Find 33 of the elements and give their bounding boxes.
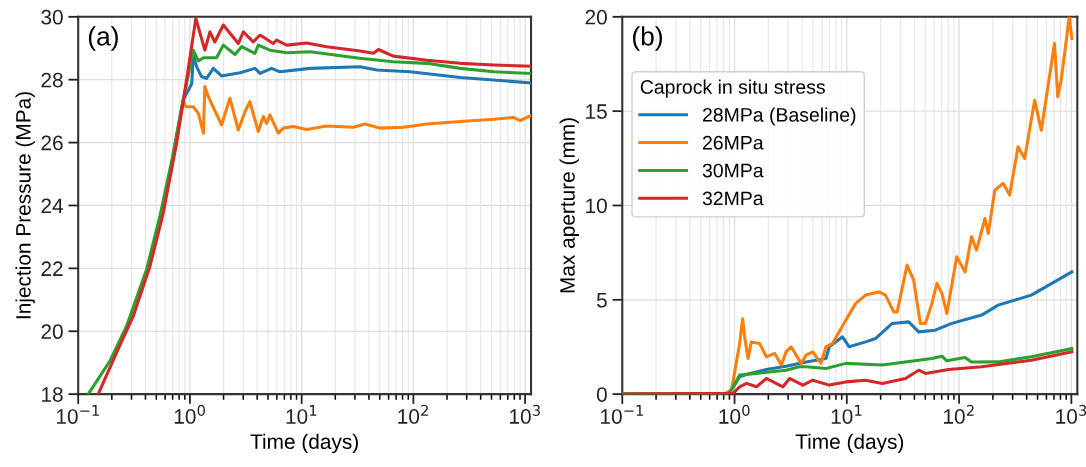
legend-label: 32MPa xyxy=(702,191,764,206)
y-tick-label: 24 xyxy=(41,198,63,214)
y-tick-label: 20 xyxy=(41,324,63,340)
x-axis-title: Time (days) xyxy=(250,433,358,454)
x-tick-label: 10$^{−1}$ xyxy=(601,405,643,424)
annotation: (a) xyxy=(88,26,118,51)
y-tick-label: 5 xyxy=(596,293,607,308)
x-tick-label: 10$^{0}$ xyxy=(174,404,205,424)
x-tick-label: 10$^{−1}$ xyxy=(56,405,99,424)
y-tick-label: 18 xyxy=(42,387,63,402)
x-tick-label: 10$^{0}$ xyxy=(719,404,750,424)
y-tick-label: 15 xyxy=(586,104,607,119)
y-tick-label: 0 xyxy=(596,387,607,402)
x-tick-label: 10$^{2}$ xyxy=(944,404,974,424)
x-tick-label: 10$^{3}$ xyxy=(1056,404,1086,424)
legend-label: 28MPa (Baseline) xyxy=(702,107,856,126)
legend-title: Caprock in situ stress xyxy=(640,79,825,98)
y-axis-title: Max aperture (mm) xyxy=(559,118,579,293)
y-axis-title: Injection Pressure (MPa) xyxy=(15,92,35,319)
annotation: (b) xyxy=(633,26,662,51)
y-tick-label: 20 xyxy=(585,9,607,25)
y-tick-label: 28 xyxy=(41,72,63,88)
x-tick-label: 10$^{2}$ xyxy=(398,404,428,424)
y-tick-label: 26 xyxy=(41,135,63,151)
y-tick-label: 30 xyxy=(41,9,63,25)
x-tick-label: 10$^{1}$ xyxy=(286,405,317,424)
legend-label: 30MPa xyxy=(702,163,764,178)
x-tick-label: 10$^{1}$ xyxy=(831,405,862,424)
y-tick-label: 22 xyxy=(41,261,63,276)
x-tick-label: 10$^{3}$ xyxy=(510,404,540,424)
y-tick-label: 10 xyxy=(586,198,607,214)
legend-label: 26MPa xyxy=(702,135,764,150)
x-axis-title: Time (days) xyxy=(795,433,904,454)
